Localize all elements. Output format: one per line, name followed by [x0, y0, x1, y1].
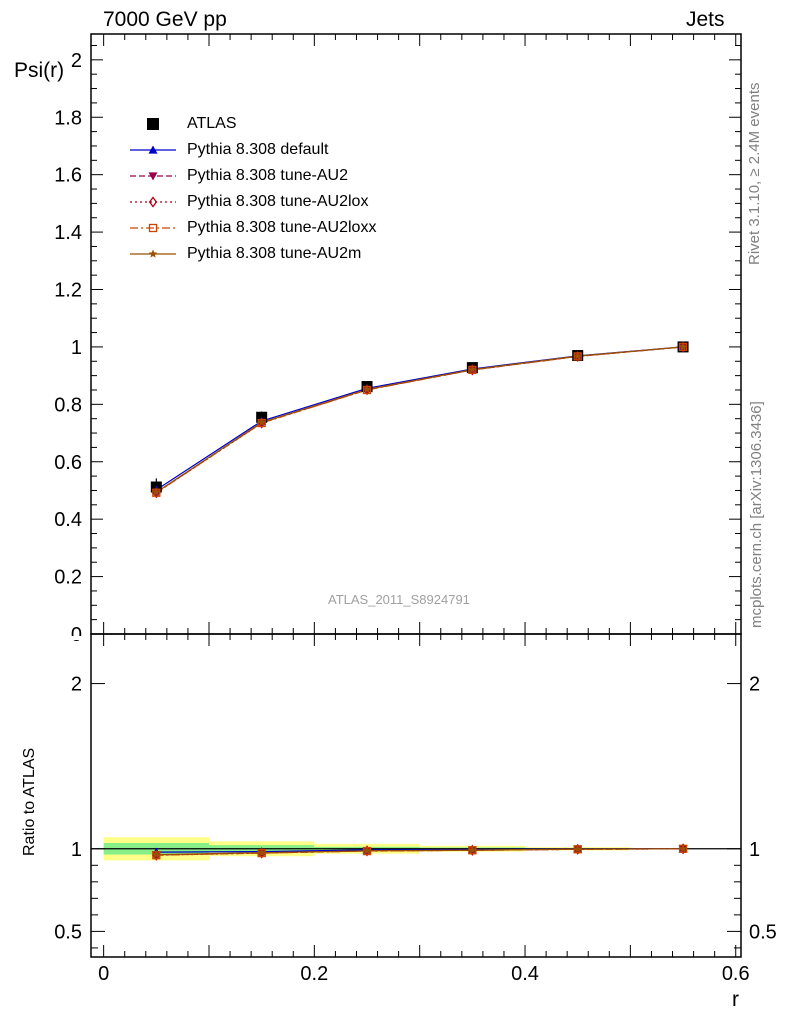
analysis-watermark: ATLAS_2011_S8924791	[328, 592, 470, 607]
main-y-tick-label: 0.8	[54, 394, 82, 416]
legend-marker-sample	[148, 145, 158, 154]
legend-label-au2m: Pythia 8.308 tune-AU2m	[187, 245, 362, 262]
tick-label-clip	[60, 636, 88, 640]
legend-marker-sample	[148, 196, 158, 208]
ratio-y-tick-label: 2	[71, 674, 82, 696]
main-series-point-5	[152, 487, 161, 496]
ratio-y-axis-title: Ratio to ATLAS	[21, 747, 38, 856]
header-right: Jets	[686, 8, 725, 31]
x-tick-label: 0.2	[300, 963, 328, 985]
legend-marker-sample	[147, 118, 159, 130]
legend-label-au2lox: Pythia 8.308 tune-AU2lox	[187, 193, 369, 210]
main-y-tick-label: 1	[71, 337, 82, 359]
ratio-y-tick-label-right: 1	[749, 839, 760, 861]
ratio-series-point-5	[678, 844, 688, 853]
ratio-series-point-5	[573, 844, 582, 853]
main-series-line-3	[155, 346, 684, 494]
main-y-tick-label: 2	[71, 50, 82, 72]
main-y-tick-label: 1.8	[54, 107, 82, 129]
legend-marker-sample	[148, 249, 158, 258]
ratio-y-tick-label: 1	[71, 839, 82, 861]
main-series-point-5	[678, 342, 688, 351]
x-tick-label: 0.4	[511, 963, 539, 985]
ratio-plot-frame	[90, 633, 742, 958]
header-left: 7000 GeV pp	[103, 8, 227, 31]
main-series-line-2	[155, 346, 684, 494]
main-y-tick-label: 0	[71, 624, 82, 646]
legend-label-default: Pythia 8.308 default	[187, 141, 329, 158]
main-series-point-5	[573, 351, 582, 360]
x-axis-title: r	[732, 988, 739, 1011]
main-series-point-5	[468, 365, 477, 374]
mcplots-reference-label: mcplots.cern.ch [arXiv:1306.3436]	[748, 401, 765, 628]
legend-marker-sample	[148, 223, 158, 233]
main-y-tick-label: 0.6	[54, 452, 82, 474]
main-series-point-5	[362, 384, 372, 393]
ratio-series-point-5	[257, 848, 266, 857]
main-y-tick-label: 1.6	[54, 165, 82, 187]
main-y-tick-label: 0.4	[54, 509, 82, 531]
ratio-series-point-5	[152, 850, 161, 859]
ratio-y-tick-label-right: 2	[749, 674, 760, 696]
ratio-y-tick-label-right: 0.5	[749, 921, 777, 943]
main-y-tick-label: 1.4	[54, 222, 82, 244]
main-series-point-5	[257, 417, 266, 427]
rivet-version-label: Rivet 3.1.10, ≥ 2.4M events	[746, 82, 763, 266]
legend-label-atlas: ATLAS	[187, 115, 237, 132]
ratio-series-point-5	[362, 846, 372, 855]
legend-label-au2: Pythia 8.308 tune-AU2	[187, 167, 348, 184]
ratio-series-line-5	[156, 848, 684, 856]
main-y-tick-label: 1.2	[54, 280, 82, 302]
ratio-y-tick-label: 0.5	[54, 921, 82, 943]
ratio-series-point-5	[468, 845, 477, 854]
main-y-tick-label: 0.2	[54, 567, 82, 589]
legend-marker-sample	[148, 172, 158, 181]
x-tick-label: 0	[98, 963, 109, 985]
legend-label-au2loxx: Pythia 8.308 tune-AU2loxx	[187, 219, 377, 236]
main-series-line-1	[155, 346, 684, 491]
main-series-line-5	[155, 346, 684, 493]
x-tick-label: 0.6	[722, 963, 750, 985]
main-y-axis-title: Psi(r)	[14, 59, 65, 82]
main-series-line-4	[155, 346, 684, 494]
